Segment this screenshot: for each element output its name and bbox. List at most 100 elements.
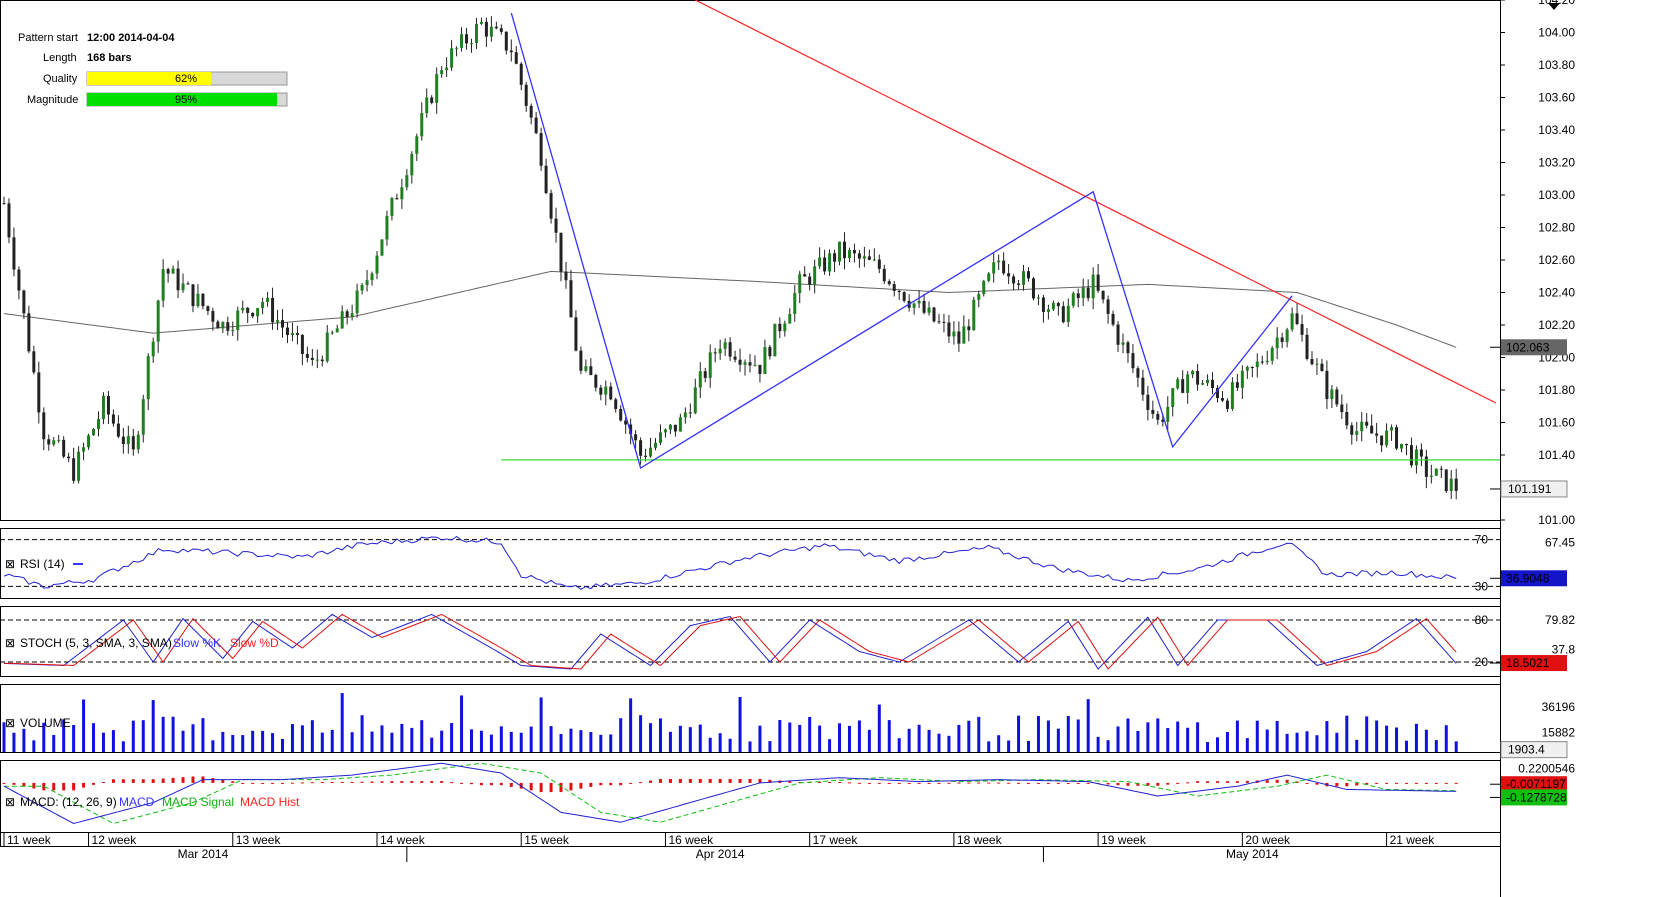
pattern-start-label: Pattern start	[18, 32, 78, 44]
candle-body	[465, 34, 469, 44]
length-value: 168 bars	[87, 52, 132, 64]
candle-body	[1066, 305, 1070, 323]
candle-body	[997, 260, 1001, 263]
macd-legend-hist: MACD Hist	[240, 795, 300, 809]
macd-hist-bar	[1027, 782, 1031, 784]
candle-body	[1071, 293, 1075, 306]
candle-body	[52, 440, 56, 445]
macd-hist-bar	[1404, 782, 1408, 784]
macd-panel[interactable]: 0.2200546-0.0071197-0.1278728	[2, 762, 1576, 825]
rsi-value-badge-bg	[1501, 570, 1567, 587]
candle-body	[1395, 427, 1399, 449]
candle-body	[1181, 379, 1185, 393]
volume-bar	[1176, 721, 1180, 752]
candle-body	[440, 70, 444, 75]
week-label: 12 week	[92, 833, 138, 847]
scroll-marker-icon[interactable]	[1548, 3, 1560, 10]
volume-bar	[798, 724, 802, 752]
candle-body	[758, 364, 762, 374]
volume-bar	[489, 734, 493, 752]
volume-bar	[231, 734, 235, 752]
macd-signal-badge-bg	[1501, 789, 1567, 806]
macd-hist-bar	[350, 781, 354, 783]
macd-hist-bar	[121, 779, 125, 783]
volume-bar	[1106, 740, 1110, 752]
candle-body	[833, 253, 837, 262]
macd-hist-bar	[877, 782, 881, 784]
volume-bar	[539, 697, 543, 752]
volume-bar	[1404, 740, 1408, 752]
candle-body	[922, 301, 926, 313]
panel-frame-macd	[0, 760, 1501, 833]
macd-hist-badge-text: -0.0071197	[1506, 777, 1566, 791]
candle-body	[261, 302, 265, 309]
volume-bar	[1265, 729, 1269, 752]
candle-body	[1146, 394, 1150, 410]
macd-hist-bar	[619, 782, 623, 786]
candle-body	[7, 203, 11, 238]
volume-bar	[768, 741, 772, 752]
macd-hist-bar	[907, 782, 911, 784]
macd-hist-bar	[1007, 782, 1011, 784]
macd-hist-bar	[1275, 779, 1279, 783]
candle-body	[315, 359, 319, 361]
svg-text:⊠: ⊠	[5, 716, 15, 730]
macd-hist-bar	[639, 782, 643, 784]
candle-body	[1409, 445, 1413, 466]
volume-bar	[261, 730, 265, 752]
macd-hist-bar	[261, 782, 265, 784]
volume-bar	[1424, 729, 1428, 752]
macd-title: ⊠ MACD: (12, 26, 9) MACD MACD Signal MAC…	[5, 795, 300, 809]
macd-hist-bar	[509, 782, 513, 787]
price-panel[interactable]: 104.20104.00103.80103.60103.40103.20103.…	[2, 0, 1576, 527]
stoch-k-line	[3, 613, 1457, 670]
candle-body	[1161, 419, 1165, 422]
candle-body	[295, 333, 299, 335]
candle-body	[450, 48, 454, 68]
candle-body	[942, 321, 946, 323]
macd-hist-bar	[728, 778, 732, 783]
volume-bar	[1076, 719, 1080, 752]
week-label: 13 week	[236, 833, 282, 847]
candle-body	[1419, 449, 1423, 457]
candle-body	[460, 34, 464, 48]
macd-hist-bar	[738, 778, 742, 783]
svg-text:⊠: ⊠	[5, 557, 15, 571]
macd-hist-bar	[1335, 782, 1339, 787]
macd-hist-bar	[241, 782, 245, 784]
candle-body	[569, 280, 573, 318]
rsi-panel[interactable]: 70 30 67.45 36.9048	[0, 533, 1575, 594]
price-tick-label: 102.20	[1538, 318, 1575, 332]
volume-bar	[877, 704, 881, 752]
volume-bar	[828, 739, 832, 752]
candle-body	[842, 241, 846, 259]
volume-bar	[141, 720, 145, 752]
candle-body	[917, 301, 921, 304]
candle-body	[474, 23, 478, 44]
rsi-tick-label: 67.45	[1545, 536, 1575, 550]
stoch-panel[interactable]: 80 20 79.82 37.818.5021	[0, 613, 1575, 672]
candle-body	[624, 420, 628, 425]
candle-body	[658, 432, 662, 443]
week-label: 14 week	[380, 833, 426, 847]
candle-body	[678, 417, 682, 432]
candle-body	[375, 255, 379, 274]
candle-body	[101, 395, 105, 420]
volume-bar	[1434, 740, 1438, 752]
candle-body	[1101, 290, 1105, 300]
macd-hist-bar	[1206, 781, 1210, 783]
week-label: 21 week	[1390, 833, 1436, 847]
macd-hist-bar	[1365, 782, 1369, 785]
candle-body	[216, 321, 220, 329]
macd-hist-bar	[489, 782, 493, 786]
macd-hist-bar	[211, 778, 215, 783]
price-tick-label: 102.80	[1538, 221, 1575, 235]
macd-hist-bar	[987, 782, 991, 784]
candle-body	[673, 424, 677, 432]
macd-hist-bar	[1066, 782, 1070, 784]
candle-body	[121, 436, 125, 444]
macd-hist-bar	[997, 782, 1001, 784]
macd-hist-bar	[1186, 782, 1190, 784]
price-tick-label: 103.00	[1538, 188, 1575, 202]
volume-panel[interactable]: 36196 15882 1903.4	[2, 693, 1576, 759]
